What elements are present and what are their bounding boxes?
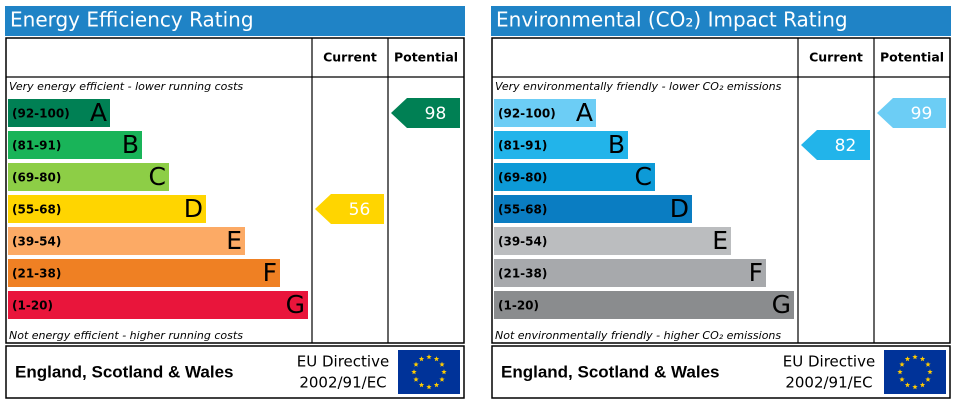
band-bar xyxy=(8,163,169,191)
current-arrow xyxy=(801,130,870,160)
eu-star xyxy=(426,354,432,360)
eu-star xyxy=(439,361,445,367)
potential-value: 99 xyxy=(911,104,933,124)
panel-title: Environmental (CO₂) Impact Rating xyxy=(496,8,848,32)
band-bar xyxy=(8,259,280,287)
band-range: (1-20) xyxy=(12,299,53,313)
band-range: (69-80) xyxy=(498,171,547,185)
band-letter: B xyxy=(122,130,139,159)
band-bar xyxy=(494,163,655,191)
band-bar xyxy=(8,227,245,255)
eu-star xyxy=(441,369,447,375)
potential-arrow xyxy=(391,98,460,128)
eu-star xyxy=(927,369,933,375)
eu-star xyxy=(925,376,931,382)
eu-star xyxy=(899,361,905,367)
band-letter: D xyxy=(670,194,689,223)
eu-star xyxy=(904,356,911,362)
band-letter: G xyxy=(772,290,791,319)
band-letter: A xyxy=(90,98,107,127)
eu-star xyxy=(439,376,445,382)
band-range: (81-91) xyxy=(12,139,61,153)
band-range: (39-54) xyxy=(12,235,61,249)
eu-star xyxy=(413,361,419,367)
band-range: (92-100) xyxy=(12,107,70,121)
band-letter: B xyxy=(608,130,625,159)
band-range: (55-68) xyxy=(12,203,61,217)
band-bar xyxy=(494,131,628,159)
band-range: (1-20) xyxy=(498,299,539,313)
band-range: (21-38) xyxy=(12,267,61,281)
band-range: (39-54) xyxy=(498,235,547,249)
footer-directive: EU Directive xyxy=(783,353,875,371)
band-bar xyxy=(494,227,731,255)
band-bar xyxy=(494,99,596,127)
eu-star xyxy=(904,382,911,388)
band-letter: C xyxy=(149,162,166,191)
footer-region: England, Scotland & Wales xyxy=(15,362,234,381)
footer-box xyxy=(491,345,951,399)
panel-title: Energy Efficiency Rating xyxy=(10,8,254,32)
band-letter: F xyxy=(749,258,763,287)
eu-star xyxy=(426,384,432,390)
eu-star xyxy=(919,382,926,388)
bottom-note: Not environmentally friendly - higher CO… xyxy=(495,329,781,342)
potential-header: Potential xyxy=(394,50,458,65)
band-range: (92-100) xyxy=(498,107,556,121)
band-letter: D xyxy=(184,194,203,223)
eu-star xyxy=(433,382,440,388)
current-header: Current xyxy=(323,50,377,65)
top-note: Very environmentally friendly - lower CO… xyxy=(495,80,782,93)
footer-directive: EU Directive xyxy=(297,353,389,371)
potential-header: Potential xyxy=(880,50,944,65)
band-bar xyxy=(494,259,766,287)
footer-code: 2002/91/EC xyxy=(785,374,872,392)
eu-star xyxy=(411,369,417,375)
eu-star xyxy=(418,356,425,362)
current-value: 56 xyxy=(349,200,371,220)
rating-panel: Energy Efficiency Rating Current Potential… xyxy=(5,6,465,399)
potential-value: 98 xyxy=(425,104,447,124)
potential-arrow xyxy=(877,98,946,128)
rating-panel: Environmental (CO₂) Impact Rating Current… xyxy=(491,6,951,399)
footer-code: 2002/91/EC xyxy=(299,374,386,392)
eu-star xyxy=(912,354,918,360)
band-letter: A xyxy=(576,98,593,127)
eu-star xyxy=(433,356,440,362)
eu-star xyxy=(418,382,425,388)
band-bar xyxy=(8,195,206,223)
band-range: (21-38) xyxy=(498,267,547,281)
band-range: (69-80) xyxy=(12,171,61,185)
current-value: 82 xyxy=(835,136,857,156)
band-letter: F xyxy=(263,258,277,287)
eu-star xyxy=(899,376,905,382)
current-header: Current xyxy=(809,50,863,65)
band-bar xyxy=(8,291,308,319)
top-note: Very energy efficient - lower running co… xyxy=(9,80,243,93)
band-letter: E xyxy=(712,226,728,255)
eu-star xyxy=(413,376,419,382)
eu-star xyxy=(912,384,918,390)
current-arrow xyxy=(315,194,384,224)
band-bar xyxy=(8,99,110,127)
bottom-note: Not energy efficient - higher running co… xyxy=(9,329,243,342)
eu-star xyxy=(925,361,931,367)
band-letter: G xyxy=(286,290,305,319)
band-letter: E xyxy=(226,226,242,255)
eu-star xyxy=(897,369,903,375)
band-bar xyxy=(8,131,142,159)
title-bar xyxy=(5,6,465,36)
title-bar xyxy=(491,6,951,36)
band-range: (81-91) xyxy=(498,139,547,153)
band-range: (55-68) xyxy=(498,203,547,217)
footer-box xyxy=(5,345,465,399)
band-bar xyxy=(494,291,794,319)
band-letter: C xyxy=(635,162,652,191)
band-bar xyxy=(494,195,692,223)
eu-star xyxy=(919,356,926,362)
footer-region: England, Scotland & Wales xyxy=(501,362,720,381)
